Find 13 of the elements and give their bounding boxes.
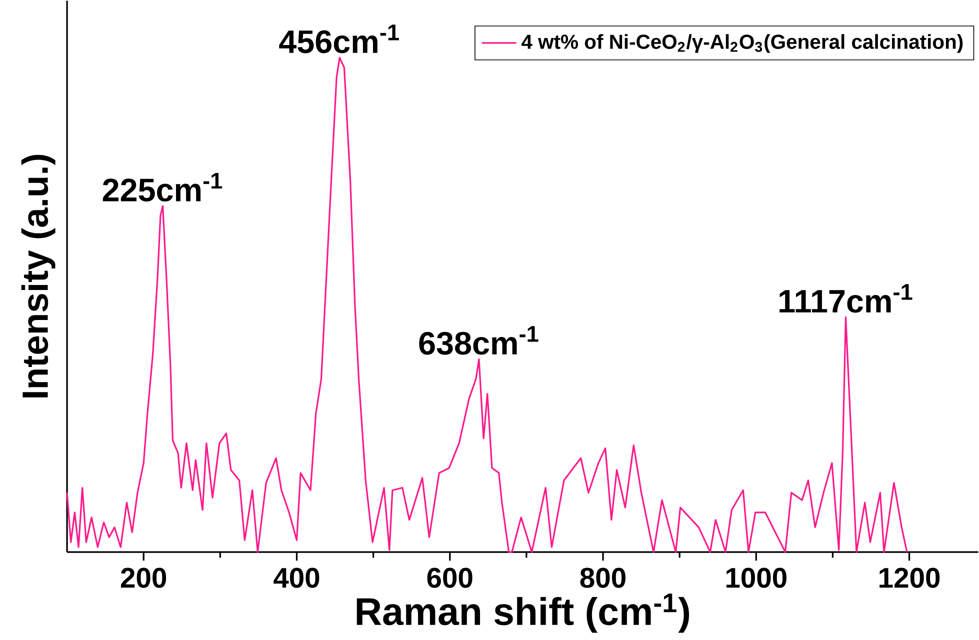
annotation: 1117cm$^{-1}$ (780, 284, 912, 313)
x-tick-label: 1000 (726, 568, 786, 588)
annotation: 225cm$^{-1}$ (102, 173, 222, 202)
annotation: 456cm$^{-1}$ (279, 24, 399, 54)
x-tick-label: 800 (580, 568, 626, 588)
x-axis-title: Raman shift (cm$^{-1}$) (356, 594, 690, 634)
x-tick-label: 200 (120, 568, 166, 588)
legend-label: 4 wt% of Ni-CeO$_{2}$/γ-Al$_{2}$O$_{3}$(General calcination) (522, 34, 963, 54)
annotation: 638cm$^{-1}$ (419, 326, 538, 355)
x-tick-label: 600 (427, 568, 472, 588)
x-tick-label: 1200 (880, 568, 940, 588)
y-axis-title: Intensity (a.u.) (21, 155, 56, 398)
x-tick-label: 400 (274, 568, 320, 588)
